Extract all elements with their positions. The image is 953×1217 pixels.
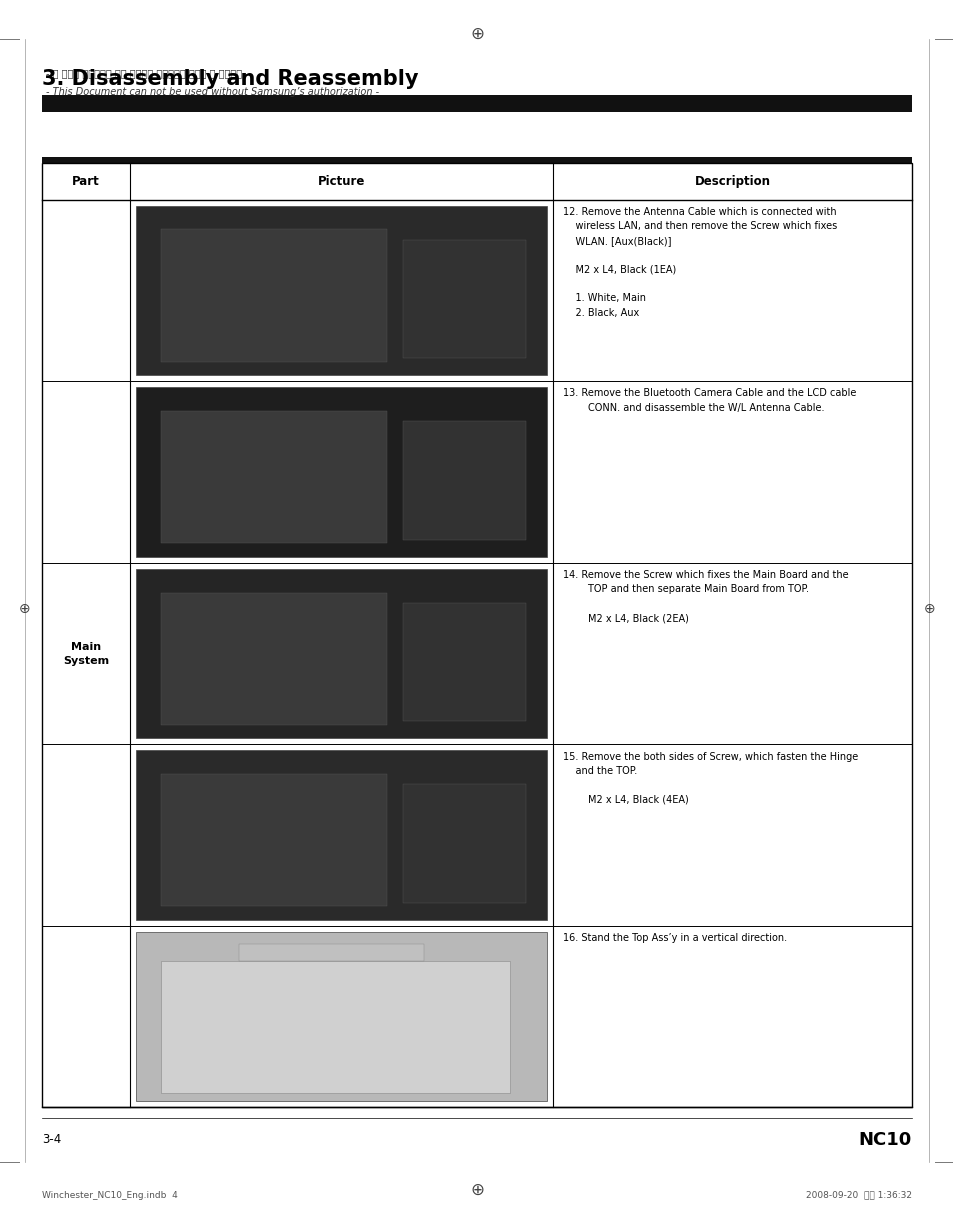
Text: Description: Description: [694, 175, 770, 187]
Text: 3. Disassembly and Reassembly: 3. Disassembly and Reassembly: [42, 69, 418, 89]
Text: 3-4: 3-4: [42, 1133, 61, 1146]
Text: Picture: Picture: [317, 175, 365, 187]
Text: 13. Remove the Bluetooth Camera Cable and the LCD cable
        CONN. and disass: 13. Remove the Bluetooth Camera Cable an…: [562, 388, 856, 413]
Text: Part: Part: [71, 175, 100, 187]
Bar: [42, 95, 911, 112]
Bar: [136, 387, 546, 556]
Text: 14. Remove the Screw which fixes the Main Board and the
        TOP and then sep: 14. Remove the Screw which fixes the Mai…: [562, 570, 847, 623]
Text: Main
System: Main System: [63, 641, 109, 666]
Bar: [161, 411, 386, 543]
Text: 2008-09-20  오후 1:36:32: 2008-09-20 오후 1:36:32: [805, 1190, 911, 1200]
Bar: [161, 960, 509, 1093]
Bar: [42, 163, 911, 1107]
Bar: [136, 751, 546, 920]
Bar: [42, 157, 911, 163]
Bar: [136, 568, 546, 739]
Bar: [402, 784, 526, 903]
Text: - 이 문서는 삼성전자의 기술 자산으로 승인자만이 사용할 수 있습니다 -: - 이 문서는 삼성전자의 기술 자산으로 승인자만이 사용할 수 있습니다 -: [46, 68, 249, 78]
Text: ⊕: ⊕: [470, 1182, 483, 1199]
Text: ⊕: ⊕: [923, 601, 934, 616]
Text: - This Document can not be used without Samsung’s authorization -: - This Document can not be used without …: [46, 88, 378, 97]
Text: Winchester_NC10_Eng.indb  4: Winchester_NC10_Eng.indb 4: [42, 1190, 177, 1200]
Bar: [402, 602, 526, 722]
Bar: [136, 206, 546, 375]
Text: 16. Stand the Top Ass’y in a vertical direction.: 16. Stand the Top Ass’y in a vertical di…: [562, 933, 786, 943]
Bar: [136, 932, 546, 1101]
Text: NC10: NC10: [858, 1131, 911, 1149]
Bar: [238, 944, 423, 960]
Bar: [161, 774, 386, 907]
Bar: [161, 593, 386, 724]
Text: 15. Remove the both sides of Screw, which fasten the Hinge
    and the TOP.

   : 15. Remove the both sides of Screw, whic…: [562, 752, 857, 804]
Text: ⊕: ⊕: [470, 26, 483, 43]
Bar: [161, 229, 386, 361]
Bar: [402, 421, 526, 539]
Text: ⊕: ⊕: [19, 601, 30, 616]
Bar: [402, 240, 526, 358]
Text: 12. Remove the Antenna Cable which is connected with
    wireless LAN, and then : 12. Remove the Antenna Cable which is co…: [562, 207, 836, 318]
